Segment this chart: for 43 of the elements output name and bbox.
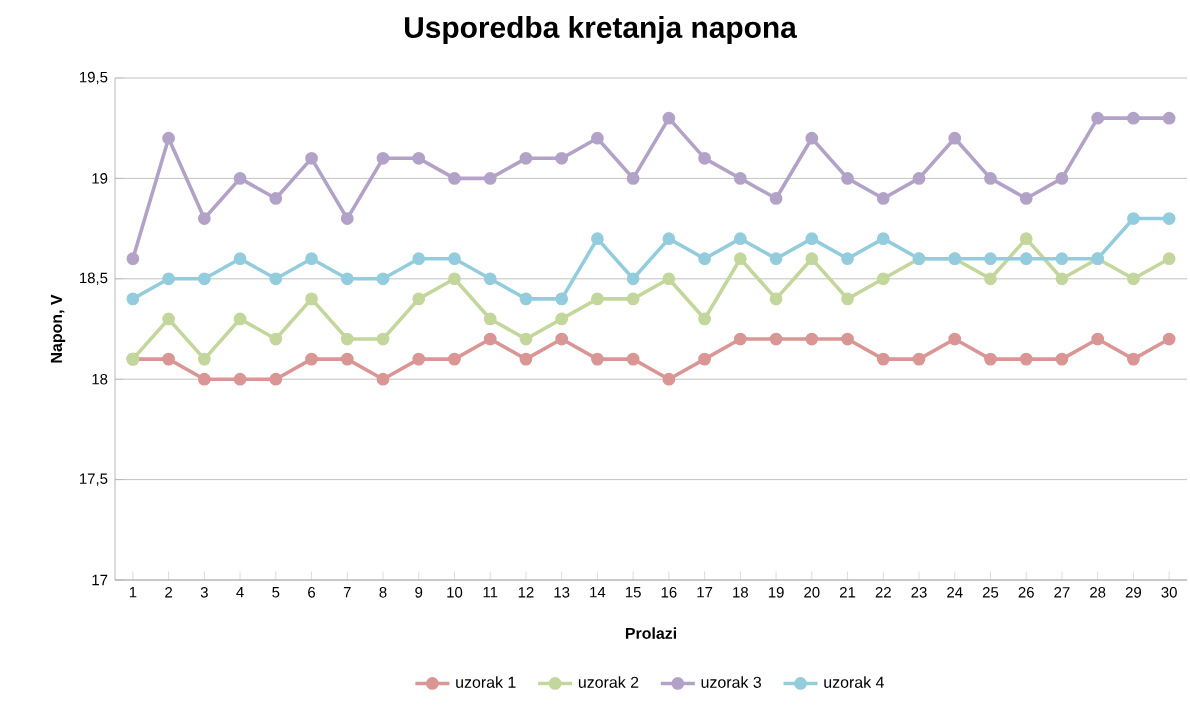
x-tick-label: 15 [625,587,641,598]
x-tick-label: 4 [236,587,244,598]
y-tick-label: 19 [92,173,108,184]
y-axis-title: Napon, V [50,294,66,363]
y-tick-label: 18,5 [80,272,108,285]
x-axis-title: Prolazi [625,627,677,640]
legend-label: uzorak 3 [701,676,761,688]
x-tick-label: 30 [1161,587,1177,598]
x-tick-label: 26 [1018,587,1034,598]
y-tick-label: 19,5 [80,71,108,85]
x-tick-label: 10 [447,587,463,598]
y-tick-label: 18 [92,373,108,385]
chart-title: Usporedba kretanja napona [404,16,797,44]
y-tick-label: 17,5 [80,473,108,486]
legend-label: uzorak 2 [578,676,639,688]
x-tick-label: 29 [1125,587,1141,598]
x-tick-label: 19 [768,587,784,598]
x-tick-label: 22 [875,587,891,598]
x-tick-label: 18 [733,587,748,598]
x-tick-label: 12 [518,587,534,598]
x-tick-label: 14 [590,587,606,598]
x-tick-label: 28 [1090,587,1106,598]
x-tick-label: 21 [839,587,856,598]
y-tick-label: 17 [92,574,108,586]
x-tick-label: 20 [804,587,820,598]
x-tick-label: 23 [911,587,927,598]
x-tick-label: 3 [200,587,208,598]
x-tick-label: 24 [947,587,963,598]
x-tick-label: 6 [308,587,316,598]
x-tick-label: 16 [661,587,677,598]
x-tick-label: 9 [415,587,423,598]
x-tick-label: 8 [379,587,387,598]
x-tick-label: 27 [1054,587,1070,598]
legend-label: uzorak 4 [824,676,884,688]
x-tick-label: 2 [165,587,173,598]
x-tick-label: 5 [272,587,280,598]
x-tick-label: 11 [483,587,498,598]
x-tick-label: 13 [554,587,570,598]
x-tick-label: 7 [343,587,351,598]
x-tick-label: 25 [982,587,999,598]
x-tick-label: 1 [129,587,137,598]
legend-label: uzorak 1 [456,676,516,688]
x-tick-label: 17 [697,587,713,598]
